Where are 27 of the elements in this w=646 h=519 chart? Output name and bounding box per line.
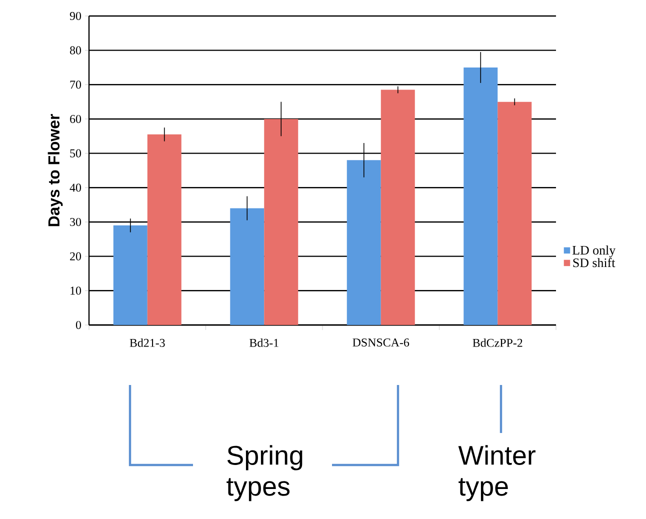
y-tick-label: 90 — [70, 12, 82, 20]
text: Spring types — [226, 445, 302, 502]
y-tick-label: 60 — [70, 114, 82, 124]
y-tick-label: 0 — [76, 320, 82, 330]
x-tick-label: BdCzPP-2 — [472, 338, 522, 347]
bar — [264, 118, 298, 325]
x-tick-label: DSNSCA-6 — [352, 338, 410, 347]
bar — [346, 160, 381, 325]
y-tick-label: 40 — [70, 184, 82, 192]
bar — [230, 208, 264, 325]
y-tick-label: 20 — [70, 252, 82, 260]
y-tick-label: 10 — [70, 286, 82, 295]
bar — [380, 90, 415, 325]
text: Winter type — [458, 445, 536, 502]
bar — [464, 67, 498, 325]
bar — [498, 102, 532, 325]
x-tick-label: Bd3-1 — [250, 338, 278, 347]
x-tick-label: Bd21-3 — [130, 338, 165, 347]
y-tick-label: 80 — [70, 46, 82, 54]
legend-label: SD shift — [573, 258, 616, 268]
legend-label: LD only — [572, 245, 616, 258]
y-tick-label: 70 — [70, 80, 82, 89]
y-tick-label: 50 — [70, 149, 82, 158]
bar — [113, 225, 148, 325]
y-tick-label: 30 — [70, 218, 82, 226]
bar — [147, 134, 182, 325]
y-axis-title: Days to Flower — [48, 114, 63, 226]
